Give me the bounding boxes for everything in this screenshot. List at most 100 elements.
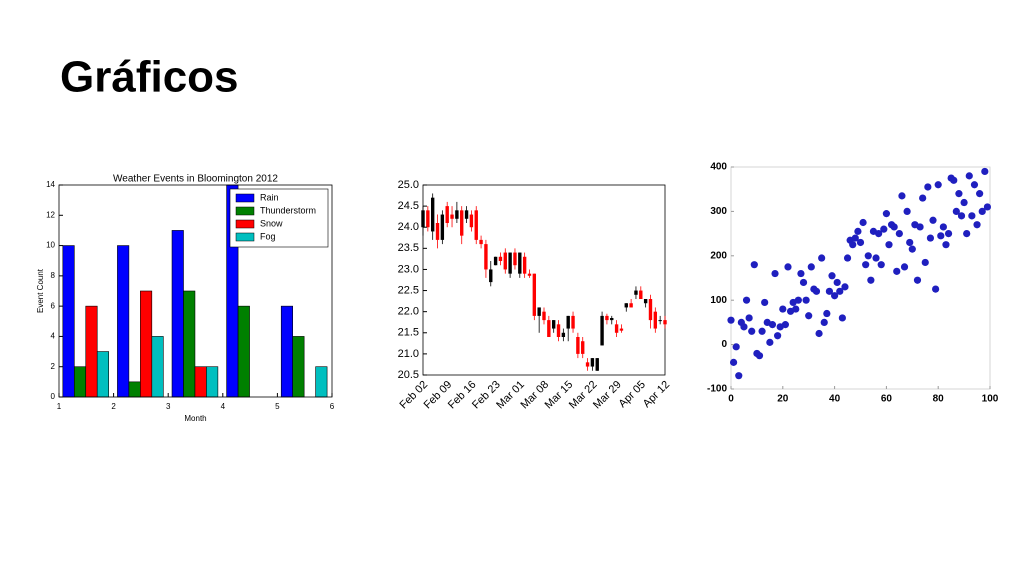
scatter-point <box>968 212 976 220</box>
scatter-point <box>758 327 766 335</box>
plot-frame <box>730 166 991 390</box>
candle-body <box>629 303 633 308</box>
plot-frame <box>422 184 666 376</box>
scatter-point <box>799 278 808 287</box>
candle-body <box>498 256 503 261</box>
scatter-point <box>932 285 940 293</box>
scatter-point <box>781 321 789 329</box>
y-tick-label: 8 <box>51 271 56 280</box>
candle-body <box>551 320 556 329</box>
candle-body <box>571 315 575 329</box>
scatter-point <box>978 207 986 215</box>
bar <box>73 366 87 398</box>
y-tick-label: 0 <box>721 339 727 350</box>
scatter-point <box>812 287 821 295</box>
scatter-point <box>880 225 888 233</box>
scatter-point <box>851 234 859 242</box>
scatter-point <box>854 227 862 235</box>
scatter-point <box>952 207 960 215</box>
candle-body <box>590 358 595 367</box>
candle-body <box>527 273 532 276</box>
candle-body <box>648 299 653 321</box>
y-tick-label: 14 <box>46 180 55 189</box>
candle-body <box>522 256 527 274</box>
x-tick-label: 4 <box>221 402 226 411</box>
bar <box>85 305 98 398</box>
scatter-point <box>750 261 758 269</box>
scatter-point <box>836 287 844 295</box>
x-tick-label: 6 <box>330 402 335 411</box>
legend-swatch <box>235 193 255 203</box>
scatter-point <box>934 181 942 189</box>
legend-label: Thunderstorm <box>260 205 316 215</box>
candle-body <box>556 324 561 337</box>
scatter-point <box>867 276 875 284</box>
plot-frame <box>58 184 333 398</box>
candle-body <box>643 299 648 304</box>
bar <box>151 336 164 398</box>
candle-body <box>619 328 624 331</box>
scatter-point <box>906 238 914 247</box>
scatter-point <box>755 352 764 360</box>
candle-body <box>585 362 590 367</box>
scatter-point <box>916 223 924 231</box>
scatter-point <box>784 263 792 271</box>
bar <box>280 305 293 398</box>
scatter-point <box>921 258 929 267</box>
scatter-point <box>849 241 857 249</box>
scatter-point <box>740 323 748 331</box>
x-tick-label: 60 <box>881 394 893 405</box>
y-tick-label: 24.0 <box>398 221 419 233</box>
bar <box>183 290 196 398</box>
legend-label: Rain <box>260 192 279 202</box>
candle-body <box>634 290 638 295</box>
y-tick-label: 24.5 <box>398 200 419 212</box>
scatter-point <box>965 172 973 180</box>
y-tick-label: 100 <box>710 295 727 306</box>
candle-body <box>421 210 425 228</box>
scatter-point <box>745 314 753 322</box>
y-axis-label: Event Count <box>36 268 45 313</box>
scatter-point <box>825 287 834 295</box>
candle-body <box>513 252 517 266</box>
candle-body <box>653 311 658 329</box>
scatter-point <box>950 176 958 184</box>
chart-title: Weather Events in Bloomington 2012 <box>113 174 278 185</box>
candle-body <box>479 239 483 245</box>
slide-title: Gráficos <box>60 53 239 102</box>
scatter-point <box>768 321 777 329</box>
candle-body <box>532 273 537 316</box>
scatter-point <box>963 230 971 238</box>
scatter-point <box>859 218 867 227</box>
scatter-point <box>875 230 883 238</box>
scatter-point <box>898 192 906 200</box>
bar <box>117 245 130 398</box>
y-tick-label: 25.0 <box>398 179 419 191</box>
scatter-point <box>841 283 849 291</box>
candle-body <box>600 315 604 346</box>
scatter-point <box>856 238 865 247</box>
scatter-point <box>797 269 805 278</box>
candle-body <box>624 303 628 308</box>
scatter-point <box>779 305 787 313</box>
scatter-point <box>732 343 740 351</box>
candle-body <box>493 256 498 266</box>
candle-body <box>440 214 445 240</box>
candle-body <box>614 324 619 333</box>
candle-body <box>542 311 546 321</box>
scatter-point <box>748 327 756 335</box>
scatter-point <box>735 372 743 380</box>
candle-body <box>460 210 464 236</box>
scatter-point <box>864 252 872 260</box>
scatter-point <box>893 267 901 275</box>
y-tick-label: 23.0 <box>398 263 419 275</box>
x-axis-label: Month <box>184 414 206 423</box>
x-tick-label: 3 <box>166 402 171 411</box>
candle-body <box>426 210 430 228</box>
x-tick-label: 80 <box>933 394 945 405</box>
scatter-point <box>973 221 981 229</box>
candle-body <box>610 318 614 321</box>
scatter-point <box>818 254 826 262</box>
candle-body <box>537 307 541 316</box>
